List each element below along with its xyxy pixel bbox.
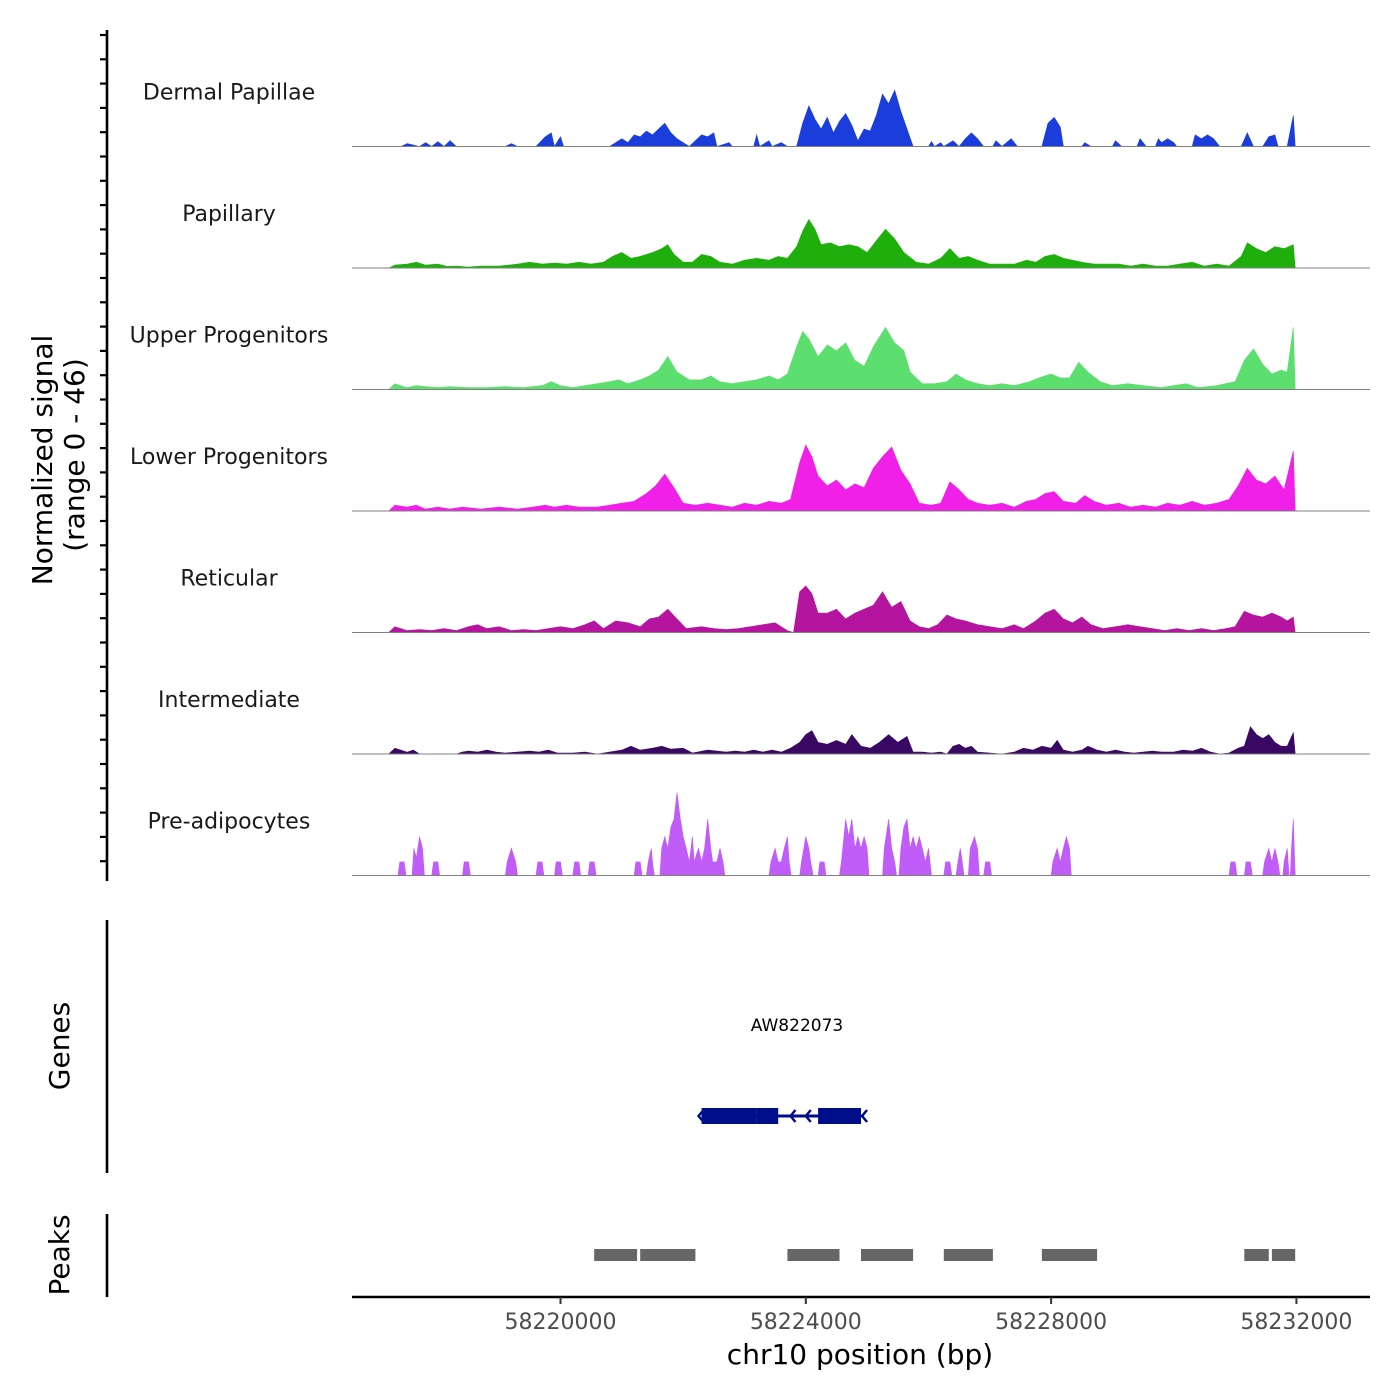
track-intermediate: Intermediate (158, 688, 1370, 755)
strand-arrow (788, 1109, 797, 1123)
strand-arrow (860, 1109, 869, 1123)
peak-region (861, 1249, 914, 1261)
track-pre-adipocytes: Pre-adipocytes (148, 792, 1370, 876)
track-label-upper-progenitors: Upper Progenitors (130, 324, 329, 349)
peak-region (1244, 1249, 1269, 1261)
x-axis-tick-label: 58232000 (1240, 1310, 1352, 1335)
gene-exon (701, 1108, 757, 1124)
coverage-area-papillary (388, 218, 1296, 269)
peak-region (943, 1249, 993, 1261)
gene-exon (756, 1108, 779, 1124)
coverage-area-lower-progenitors (388, 444, 1296, 512)
y-axis-title-line1: Normalized signal (26, 335, 59, 586)
track-reticular: Reticular (180, 567, 1370, 633)
peaks-track-label: Peaks (43, 1214, 76, 1295)
track-label-pre-adipocytes: Pre-adipocytes (148, 810, 311, 835)
track-label-dermal-papillae: Dermal Papillae (143, 81, 315, 106)
coverage-area-intermediate (388, 726, 1296, 755)
x-axis-tick-label: 58220000 (505, 1310, 617, 1335)
x-axis-ticks: 58220000 58224000 58228000 58232000 (505, 1297, 1352, 1335)
track-label-intermediate: Intermediate (158, 688, 300, 713)
x-axis-title: chr10 position (bp) (727, 1338, 993, 1371)
y-axis-title-line2: (range 0 - 46) (58, 358, 91, 552)
track-upper-progenitors: Upper Progenitors (130, 324, 1370, 390)
peak-region (1271, 1249, 1296, 1261)
peak-regions (594, 1249, 1296, 1261)
x-axis-tick-label: 58224000 (750, 1310, 862, 1335)
peak-region (1041, 1249, 1098, 1261)
x-axis-tick-label: 58228000 (995, 1310, 1107, 1335)
track-label-papillary: Papillary (182, 202, 276, 227)
strand-arrow (804, 1109, 812, 1123)
peak-region (594, 1249, 638, 1261)
peak-region (640, 1249, 696, 1261)
track-lower-progenitors: Lower Progenitors (130, 444, 1370, 512)
gene-model-aw822073 (696, 1108, 869, 1124)
track-label-lower-progenitors: Lower Progenitors (130, 445, 328, 470)
peak-region (787, 1249, 840, 1261)
coverage-area-dermal-papillae (400, 89, 1296, 148)
coverage-area-upper-progenitors (388, 326, 1296, 390)
coverage-area-reticular (388, 585, 1296, 633)
gene-exon (818, 1108, 861, 1124)
strand-arrow (696, 1109, 705, 1123)
coverage-tracks: Dermal Papillae Papillary Upper Progenitor… (130, 81, 1370, 876)
track-label-reticular: Reticular (180, 567, 278, 592)
coverage-area-pre-adipocytes (397, 792, 1296, 876)
genes-track-label: Genes (43, 1002, 76, 1090)
track-papillary: Papillary (182, 202, 1370, 269)
gene-label: AW822073 (751, 1016, 843, 1036)
track-dermal-papillae: Dermal Papillae (143, 81, 1370, 148)
coverage-y-axis-ticks (100, 33, 107, 863)
